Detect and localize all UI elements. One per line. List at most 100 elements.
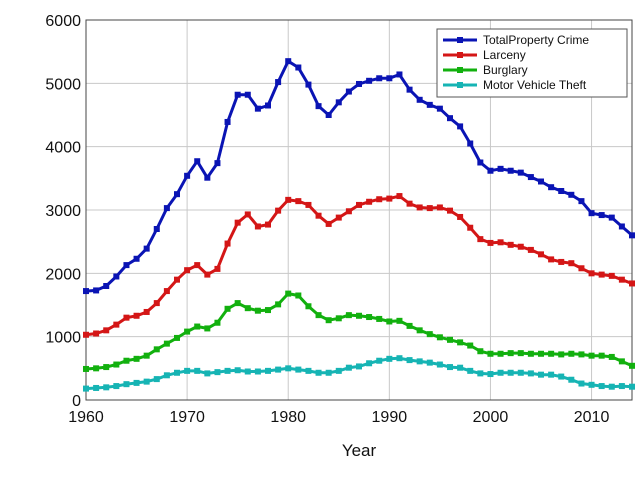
- data-point: [416, 204, 423, 211]
- data-point: [507, 350, 514, 357]
- series-group: [83, 58, 635, 392]
- data-point: [386, 318, 393, 325]
- data-point: [335, 214, 342, 221]
- data-point: [194, 323, 201, 330]
- legend-label: TotalProperty Crime: [483, 33, 589, 47]
- data-point: [527, 350, 534, 357]
- data-point: [345, 364, 352, 371]
- data-point: [517, 350, 524, 357]
- data-point: [174, 276, 180, 283]
- data-point: [83, 385, 89, 392]
- data-point: [406, 86, 413, 93]
- data-point: [275, 79, 282, 86]
- data-point: [315, 212, 322, 219]
- x-tick-label: 1960: [68, 409, 104, 426]
- data-point: [335, 315, 342, 322]
- data-point: [436, 334, 443, 341]
- data-point: [477, 348, 484, 355]
- data-point: [325, 220, 332, 227]
- data-point: [548, 371, 555, 378]
- data-point: [558, 351, 565, 358]
- legend-swatch-marker: [457, 82, 463, 88]
- data-point: [396, 71, 403, 78]
- data-point: [558, 188, 565, 194]
- data-point: [598, 383, 605, 390]
- data-point: [295, 198, 302, 205]
- data-point: [457, 123, 464, 130]
- data-point: [629, 383, 635, 390]
- data-point: [366, 314, 373, 321]
- data-point: [214, 160, 221, 167]
- data-point: [265, 102, 271, 109]
- data-point: [184, 367, 191, 374]
- data-point: [244, 368, 251, 375]
- data-point: [629, 280, 635, 287]
- data-point: [184, 172, 191, 179]
- data-point: [214, 369, 221, 376]
- data-point: [123, 262, 130, 269]
- data-point: [477, 370, 484, 377]
- data-point: [234, 219, 241, 226]
- data-point: [356, 312, 362, 319]
- data-point: [93, 384, 100, 391]
- data-point: [234, 367, 241, 374]
- data-point: [366, 77, 373, 84]
- data-point: [376, 75, 383, 82]
- data-point: [234, 91, 241, 98]
- data-point: [275, 366, 282, 373]
- data-point: [204, 174, 211, 181]
- data-point: [345, 88, 352, 95]
- data-point: [467, 140, 474, 147]
- data-point: [123, 381, 130, 388]
- data-point: [315, 312, 322, 319]
- data-point: [497, 239, 504, 246]
- data-point: [153, 376, 160, 383]
- data-point: [174, 191, 180, 198]
- data-point: [598, 352, 605, 359]
- axes: 0 1000 2000 3000 4000 5000 6000 1960 1970 1980 199…: [45, 13, 633, 426]
- data-point: [315, 103, 322, 110]
- y-tick-label: 6000: [45, 13, 81, 30]
- data-point: [416, 358, 423, 365]
- data-point: [527, 174, 534, 181]
- data-point: [487, 371, 494, 378]
- data-point: [113, 361, 120, 368]
- data-point: [558, 373, 565, 380]
- data-point: [184, 267, 191, 274]
- data-point: [93, 330, 100, 337]
- data-point: [204, 325, 211, 332]
- data-point: [386, 355, 393, 362]
- data-point: [467, 342, 474, 349]
- data-point: [244, 91, 251, 98]
- data-point: [133, 379, 140, 386]
- data-point: [254, 105, 261, 112]
- data-point: [143, 378, 150, 385]
- data-point: [113, 321, 120, 328]
- data-point: [265, 307, 271, 314]
- data-point: [588, 381, 595, 388]
- data-point: [588, 352, 595, 359]
- data-point: [194, 262, 201, 269]
- data-point: [184, 328, 191, 335]
- data-point: [335, 367, 342, 374]
- data-point: [426, 331, 433, 338]
- data-point: [618, 223, 625, 230]
- legend: TotalProperty CrimeLarcenyBurglaryMotor …: [436, 28, 628, 98]
- data-point: [345, 208, 352, 215]
- data-point: [254, 368, 261, 375]
- data-point: [578, 198, 585, 205]
- data-point: [254, 307, 261, 314]
- data-point: [93, 287, 100, 294]
- data-point: [103, 283, 110, 289]
- data-point: [467, 367, 474, 374]
- data-point: [174, 334, 180, 341]
- data-point: [436, 105, 443, 112]
- data-point: [507, 167, 514, 174]
- data-point: [153, 226, 160, 232]
- data-point: [376, 196, 383, 203]
- data-point: [618, 358, 625, 365]
- data-point: [406, 200, 413, 207]
- data-point: [588, 210, 595, 217]
- data-point: [568, 260, 575, 267]
- series-burglary: [83, 290, 635, 372]
